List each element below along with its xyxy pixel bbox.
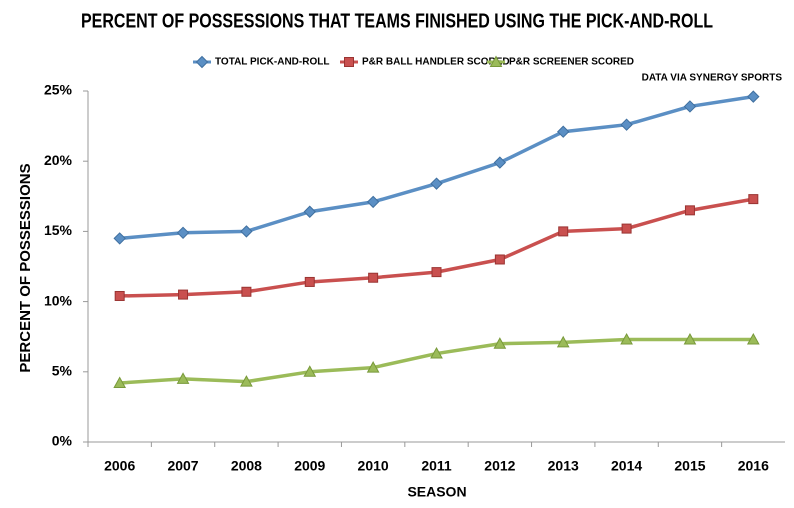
- data-point: [557, 125, 570, 138]
- data-point: [176, 226, 190, 240]
- data-point: [620, 332, 633, 345]
- x-tick-label: 2013: [548, 458, 579, 474]
- data-point: [746, 332, 760, 345]
- x-tick-label: 2015: [674, 458, 705, 474]
- data-point: [748, 194, 759, 205]
- data-point: [366, 195, 380, 209]
- x-tick-label: 2012: [484, 458, 515, 474]
- x-tick-label: 2008: [231, 458, 262, 474]
- x-tick-label: 2010: [358, 458, 389, 474]
- data-point: [241, 286, 252, 297]
- x-tick-label: 2014: [611, 458, 642, 474]
- data-point: [683, 100, 697, 113]
- data-point: [240, 225, 253, 238]
- source-note: DATA VIA SYNERGY SPORTS: [642, 73, 783, 84]
- y-tick-label: 20%: [44, 152, 73, 168]
- data-point: [683, 332, 697, 345]
- data-point: [113, 376, 127, 389]
- y-tick-label: 10%: [44, 292, 73, 308]
- x-tick-label: 2007: [167, 458, 198, 474]
- chart-title: PERCENT OF POSSESSIONS THAT TEAMS FINISH…: [81, 10, 713, 32]
- y-tick-label: 15%: [44, 222, 73, 238]
- x-tick-label: 2016: [738, 458, 769, 474]
- legend-marker: [344, 57, 354, 67]
- x-axis-label: SEASON: [407, 484, 466, 500]
- series-line: [119, 94, 754, 241]
- data-point: [493, 156, 507, 169]
- x-tick-label: 2006: [104, 458, 135, 474]
- legend-marker: [489, 55, 503, 67]
- data-point: [240, 375, 253, 387]
- data-point: [493, 337, 507, 349]
- data-point: [556, 335, 570, 348]
- legend-label: TOTAL PICK-AND-ROLL: [215, 57, 329, 68]
- y-tick-label: 5%: [52, 363, 73, 379]
- data-point: [176, 372, 190, 384]
- data-point: [620, 118, 633, 131]
- data-point: [178, 289, 189, 300]
- data-point: [114, 290, 125, 301]
- data-point: [303, 365, 317, 377]
- data-point: [430, 347, 443, 359]
- data-point: [558, 226, 569, 237]
- series-line: [119, 337, 754, 385]
- data-point: [621, 223, 632, 234]
- y-axis-label: PERCENT OF POSSESSIONS: [17, 163, 34, 372]
- data-point: [684, 205, 695, 216]
- legend-label: P&R BALL HANDLER SCORED: [362, 57, 510, 68]
- y-tick-label: 0%: [52, 433, 73, 449]
- x-tick-label: 2009: [294, 458, 325, 474]
- data-point: [304, 276, 315, 287]
- data-point: [431, 267, 442, 278]
- data-point: [113, 232, 126, 245]
- data-point: [494, 254, 505, 265]
- legend-label: P&R SCREENER SCORED: [509, 57, 634, 68]
- x-tick-label: 2011: [421, 458, 452, 474]
- data-point: [747, 90, 760, 103]
- legend-marker: [195, 55, 209, 69]
- series-line: [119, 197, 754, 298]
- data-point: [303, 205, 316, 218]
- data-point: [366, 361, 380, 373]
- data-point: [368, 272, 379, 283]
- y-tick-label: 25%: [44, 82, 73, 98]
- data-point: [430, 177, 443, 190]
